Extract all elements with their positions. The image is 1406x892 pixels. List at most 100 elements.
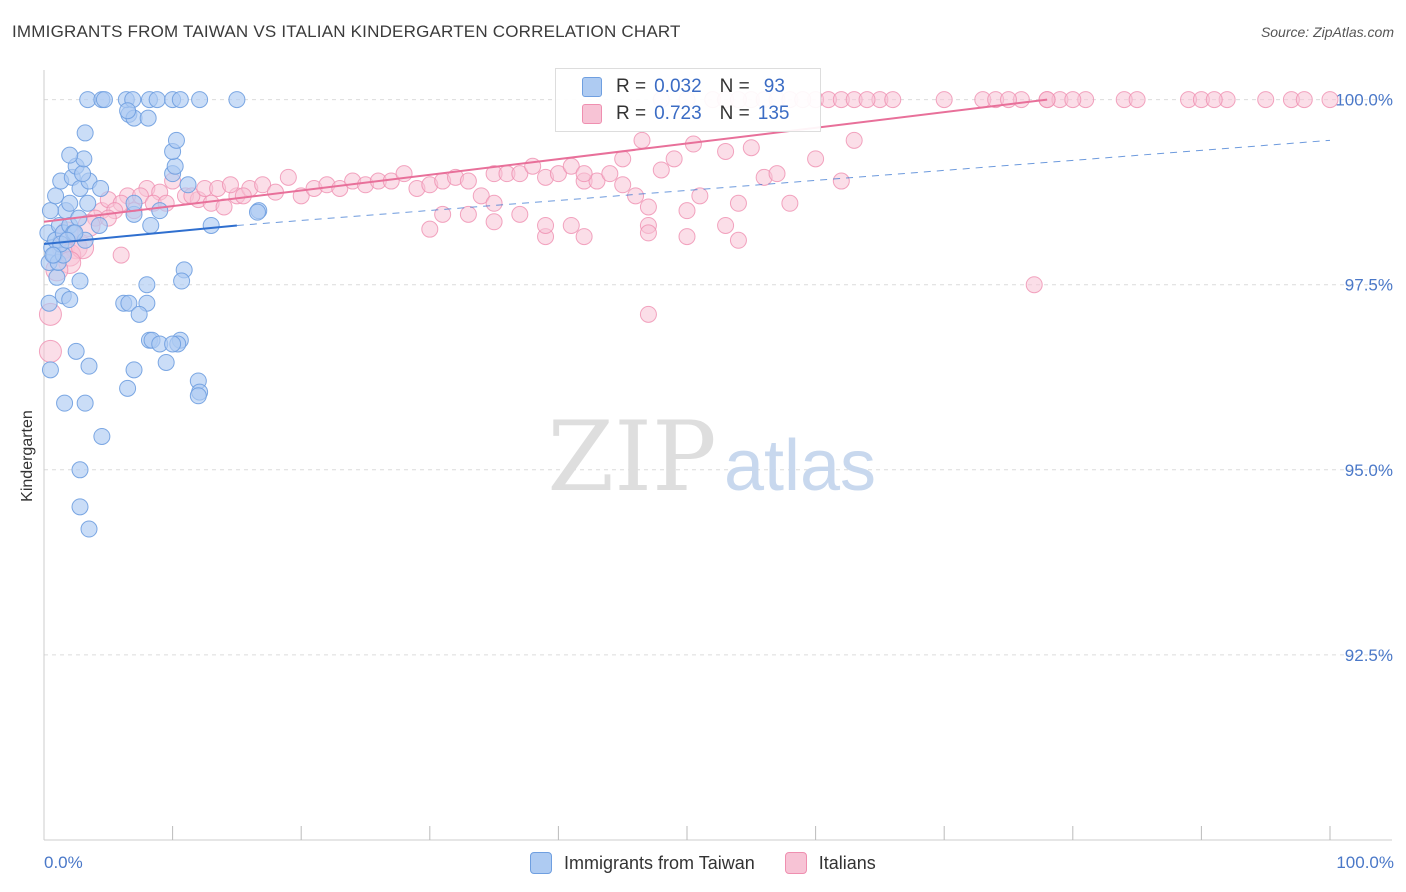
point-taiwan — [148, 91, 166, 109]
chart-title: IMMIGRANTS FROM TAIWAN VS ITALIAN KINDER… — [12, 22, 681, 41]
trend-taiwan-extended — [236, 139, 1331, 226]
point-italians — [279, 168, 297, 186]
point-italians — [614, 176, 632, 194]
x-tick-min: 0.0% — [44, 853, 83, 872]
point-italians — [627, 187, 645, 205]
stats-row-taiwan: R = 0.032 N = 93 — [582, 75, 785, 99]
point-italians — [601, 165, 619, 183]
watermark-zip: ZIP — [547, 401, 716, 513]
point-italians — [639, 224, 657, 242]
point-italians — [1025, 276, 1043, 294]
axes — [43, 70, 1392, 841]
point-taiwan — [61, 146, 79, 164]
point-taiwan — [142, 216, 160, 234]
point-italians — [652, 161, 670, 179]
point-italians — [639, 305, 657, 323]
point-italians — [614, 150, 632, 168]
point-taiwan — [191, 91, 209, 109]
point-taiwan — [120, 294, 138, 312]
point-taiwan — [119, 379, 137, 397]
point-italians — [472, 187, 490, 205]
point-taiwan — [71, 498, 89, 516]
point-taiwan — [93, 427, 111, 445]
trend-taiwan — [43, 224, 237, 245]
point-italians — [633, 131, 651, 149]
legend-swatch-italians — [784, 852, 807, 874]
point-taiwan — [71, 461, 89, 479]
r-value-taiwan: 0.032 — [654, 76, 702, 97]
n-value-taiwan: 93 — [763, 76, 785, 97]
swatch-taiwan — [582, 77, 602, 97]
point-italians — [1128, 91, 1146, 109]
point-italians — [935, 91, 953, 109]
point-italians — [678, 202, 696, 220]
point-italians — [254, 176, 272, 194]
point-taiwan — [40, 294, 58, 312]
point-taiwan — [44, 246, 62, 264]
r-label: R = — [616, 76, 647, 97]
legend-item-taiwan[interactable]: Immigrants from Taiwan — [530, 852, 755, 874]
point-italians — [221, 176, 239, 194]
stats-row-italians: R = 0.723 N = 135 — [582, 102, 789, 126]
point-italians — [884, 91, 902, 109]
point-italians — [1295, 91, 1313, 109]
source-label: Source: ZipAtlas.com — [1260, 24, 1394, 40]
legend-label-italians: Italians — [818, 852, 876, 873]
point-italians — [691, 187, 709, 205]
point-italians — [858, 91, 876, 109]
point-italians — [729, 194, 747, 212]
point-taiwan — [47, 187, 65, 205]
point-italians — [639, 198, 657, 216]
point-italians — [112, 246, 130, 264]
point-taiwan — [173, 272, 191, 290]
point-taiwan — [228, 91, 246, 109]
point-italians — [575, 228, 593, 246]
point-italians — [845, 131, 863, 149]
r-value-italians: 0.723 — [654, 103, 702, 124]
point-italians — [729, 231, 747, 249]
point-italians — [588, 172, 606, 190]
watermark-atlas: atlas — [724, 426, 876, 506]
point-taiwan — [41, 202, 59, 220]
series-taiwan — [39, 91, 268, 538]
y-tick-label: 100.0% — [1335, 91, 1393, 110]
point-italians — [768, 165, 786, 183]
point-taiwan — [202, 216, 220, 234]
n-label: N = — [719, 76, 750, 97]
point-italians — [434, 205, 452, 223]
point-taiwan — [61, 194, 79, 212]
point-taiwan — [95, 91, 113, 109]
legend-item-italians[interactable]: Italians — [784, 852, 876, 874]
y-tick-label: 95.0% — [1345, 461, 1393, 480]
point-taiwan — [56, 394, 74, 412]
point-italians — [421, 220, 439, 238]
point-italians — [485, 213, 503, 231]
point-taiwan — [76, 124, 94, 142]
point-taiwan — [125, 194, 143, 212]
point-italians — [1064, 91, 1082, 109]
point-taiwan — [74, 165, 92, 183]
point-italians — [678, 228, 696, 246]
series-italians — [38, 91, 1339, 363]
watermark: ZIP atlas — [547, 401, 876, 513]
point-italians — [485, 194, 503, 212]
point-italians — [562, 216, 580, 234]
point-italians — [575, 165, 593, 183]
point-italians — [1321, 91, 1339, 109]
point-taiwan — [48, 268, 66, 286]
point-taiwan — [151, 202, 169, 220]
point-italians — [38, 339, 62, 363]
point-italians — [459, 172, 477, 190]
point-italians — [717, 142, 735, 160]
point-italians — [549, 165, 567, 183]
y-tick-label: 92.5% — [1345, 646, 1393, 665]
point-taiwan — [189, 387, 207, 405]
point-taiwan — [179, 176, 197, 194]
point-italians — [1205, 91, 1223, 109]
n-label: N = — [719, 103, 750, 124]
point-taiwan — [164, 335, 182, 353]
point-taiwan — [90, 216, 108, 234]
point-taiwan — [157, 353, 175, 371]
tick-labels: 100.0% 97.5% 95.0% 92.5% — [1335, 91, 1393, 665]
